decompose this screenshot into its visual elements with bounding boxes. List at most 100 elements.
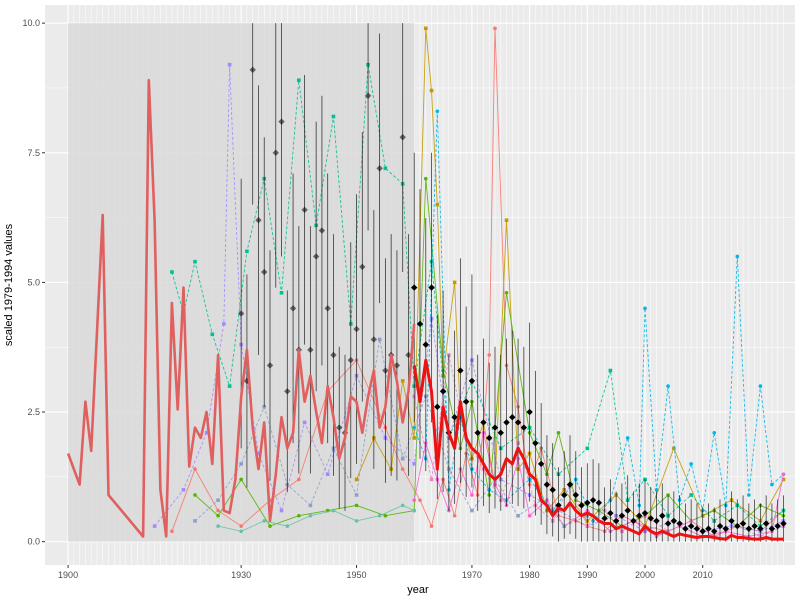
series-point xyxy=(302,420,307,425)
series-point xyxy=(204,430,209,435)
series-point xyxy=(262,519,267,523)
mean-point xyxy=(249,66,256,74)
mean-point xyxy=(757,525,764,532)
series-point xyxy=(412,425,417,430)
mean-point xyxy=(762,520,770,527)
mean-point xyxy=(411,284,418,291)
series-point xyxy=(377,337,382,342)
series-point xyxy=(654,488,659,492)
series-point xyxy=(781,477,786,482)
series-point xyxy=(377,513,382,518)
mean-point xyxy=(428,284,435,291)
y-tick-label: 7.5 xyxy=(27,148,40,158)
series-point xyxy=(216,513,220,518)
series-point xyxy=(354,477,359,482)
series-point xyxy=(193,493,197,497)
mean-point xyxy=(330,351,337,359)
series-point xyxy=(429,477,434,482)
series-point xyxy=(470,508,474,513)
series-point xyxy=(689,493,693,497)
x-axis-title: year xyxy=(407,584,429,596)
series-point xyxy=(354,493,359,497)
mean-point xyxy=(664,520,672,527)
series-point xyxy=(170,529,174,534)
mean-point xyxy=(636,512,643,519)
mean-point xyxy=(734,522,741,530)
mean-point xyxy=(336,424,343,431)
mean-point xyxy=(676,520,683,527)
mean-point xyxy=(624,507,631,514)
mean-point xyxy=(353,325,360,333)
series-point xyxy=(585,446,590,451)
series-point xyxy=(516,513,520,518)
x-tick-label: 1970 xyxy=(462,570,482,580)
series-point xyxy=(268,524,272,528)
x-axis: 1900 1930 1950 1970 1980 1990 2000 2010 xyxy=(58,565,713,580)
mean-point xyxy=(711,528,718,535)
series-point xyxy=(308,503,313,508)
x-tick-label: 2010 xyxy=(693,570,713,580)
mean-point xyxy=(722,525,729,532)
series-point xyxy=(279,508,284,513)
mean-point xyxy=(705,525,712,532)
series-point xyxy=(193,467,197,471)
mean-point xyxy=(457,367,464,374)
mean-point xyxy=(255,216,262,224)
mean-point xyxy=(595,499,603,506)
series-point xyxy=(672,446,676,451)
mean-point xyxy=(416,320,424,328)
mean-point xyxy=(266,362,274,369)
series-point xyxy=(383,166,388,171)
series-point xyxy=(487,353,492,357)
mean-point xyxy=(509,414,516,421)
series-point xyxy=(279,290,284,295)
mean-point xyxy=(716,522,724,530)
x-tick-label: 2000 xyxy=(635,570,655,580)
mean-point xyxy=(607,509,614,517)
series-point xyxy=(331,508,336,513)
mean-point xyxy=(307,346,314,354)
mean-point xyxy=(382,367,389,374)
x-tick-label: 1950 xyxy=(347,570,367,580)
series-point xyxy=(325,472,330,477)
mean-point xyxy=(462,398,470,405)
series-line xyxy=(218,504,415,532)
series-point xyxy=(470,493,474,497)
series-point xyxy=(400,503,405,508)
mean-point xyxy=(520,424,528,431)
y-tick-label: 10.0 xyxy=(22,18,40,28)
mean-point xyxy=(370,336,378,343)
series-point xyxy=(412,508,417,513)
mean-point xyxy=(532,439,539,447)
mean-point xyxy=(324,305,331,312)
mean-point xyxy=(480,419,487,426)
series-point xyxy=(308,513,313,518)
mean-point xyxy=(647,515,654,522)
series-line xyxy=(154,64,784,532)
series-point xyxy=(689,462,693,466)
series-point xyxy=(354,519,359,523)
series-point xyxy=(747,493,751,497)
mean-point xyxy=(670,517,678,525)
series-point xyxy=(245,249,249,254)
series-point xyxy=(712,430,717,435)
series-point xyxy=(227,62,232,67)
series-point xyxy=(423,176,428,181)
mean-point xyxy=(451,414,458,421)
series-point xyxy=(435,109,440,114)
mean-point xyxy=(261,268,268,276)
y-tick-label: 5.0 xyxy=(27,277,40,287)
series-point xyxy=(256,451,261,456)
y-axis-title: scaled 1979-1994 values xyxy=(3,223,15,346)
mean-point xyxy=(278,118,285,125)
series-point xyxy=(239,477,243,482)
mean-point xyxy=(612,517,620,525)
series-point xyxy=(625,436,630,440)
x-tick-label: 1930 xyxy=(231,570,251,580)
series-point xyxy=(412,462,417,466)
series-point xyxy=(504,290,509,295)
series-point xyxy=(297,513,301,518)
y-axis: 0.0 2.5 5.0 7.5 10.0 xyxy=(22,18,45,547)
mean-point xyxy=(561,491,568,499)
